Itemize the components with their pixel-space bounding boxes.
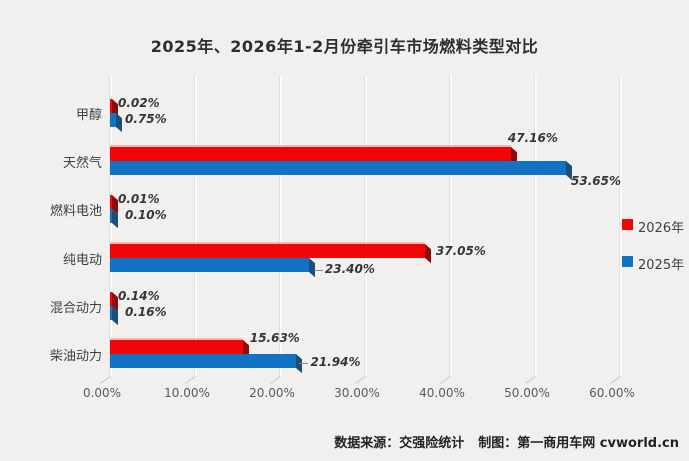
legend-label-2025: 2025年: [638, 258, 685, 273]
credit-text: 制图：第一商用车网 cvworld.cn: [478, 436, 679, 451]
x-tick-4: 40.00%: [419, 386, 465, 400]
gridline-foot-6: [610, 376, 621, 384]
x-tick-6: 60.00%: [589, 386, 635, 400]
value-label-2025-c1: 53.65%: [571, 174, 621, 188]
value-label-2025-c0: 0.75%: [125, 112, 167, 126]
x-tick-2: 20.00%: [249, 386, 295, 400]
value-label-2025-c5: 21.94%: [310, 355, 361, 369]
bar-2025-c0: [110, 113, 123, 133]
bar-2025-c4: [110, 306, 118, 326]
bar-cap-2025-c0: [116, 113, 123, 133]
category-label-3: 纯电动: [62, 253, 102, 268]
bar-2025-c2: [110, 209, 118, 229]
chart-title: 2025年、2026年1-2月份牵引车市场燃料类型对比: [150, 37, 539, 56]
legend-swatch-2026: [622, 219, 633, 230]
gridline-foot-0: [100, 376, 111, 384]
value-label-2025-c2: 0.10%: [125, 208, 167, 222]
gridline-4: [449, 75, 452, 376]
value-label-2026-c3: 37.05%: [435, 244, 486, 258]
gridline-6: [619, 75, 622, 376]
bar-2026-c0: [110, 99, 118, 119]
value-label-2026-c5: 15.63%: [249, 331, 300, 345]
gridline-foot-4: [440, 376, 451, 384]
gridline-0: [109, 75, 112, 376]
gridline-1: [194, 75, 197, 376]
category-label-1: 天然气: [62, 156, 102, 171]
gridline-5: [534, 75, 537, 376]
x-tick-3: 30.00%: [334, 386, 380, 400]
bar-2026-c3: [110, 242, 431, 264]
x-tick-5: 50.00%: [504, 386, 550, 400]
legend-label-2026: 2026年: [638, 221, 685, 236]
value-label-2025-c4: 0.16%: [125, 305, 167, 319]
gridline-foot-1: [185, 376, 196, 384]
bar-bevel: [110, 338, 243, 340]
gridline-2: [279, 75, 282, 376]
gridline-foot-5: [525, 376, 536, 384]
value-label-2025-c3: 23.40%: [324, 262, 375, 276]
bar-2025-c3: [110, 258, 315, 278]
value-label-2026-c4: 0.14%: [118, 289, 160, 303]
category-label-5: 柴油动力: [49, 349, 102, 364]
bar-2026-c4: [110, 292, 118, 312]
value-label-2026-c1: 47.16%: [507, 131, 558, 145]
bar-cap-2025-c3: [308, 258, 315, 278]
gridline-foot-2: [270, 376, 281, 384]
category-label-0: 甲醇: [75, 108, 102, 123]
gridline-foot-3: [355, 376, 366, 384]
bar-2025-c5: [110, 354, 303, 374]
bar-2026-c5: [110, 338, 249, 360]
legend-swatch-2025: [622, 256, 633, 267]
bar-bevel: [110, 145, 511, 147]
leader-line-2025-c3: [313, 270, 323, 271]
gridline-3: [364, 75, 367, 376]
bar-2026-c1: [110, 145, 517, 167]
bar-2026-c2: [110, 195, 118, 215]
bar-cap-2026-c3: [424, 244, 431, 264]
bar-2025-c1: [110, 161, 573, 181]
value-label-2026-c0: 0.02%: [118, 96, 160, 110]
x-tick-1: 10.00%: [164, 386, 210, 400]
bar-bevel: [110, 242, 425, 244]
footer: 数据来源：交强险统计 制图：第一商用车网 cvworld.cn: [320, 432, 679, 451]
leader-line-2025-c5: [299, 363, 309, 364]
category-label-4: 混合动力: [49, 301, 102, 316]
category-label-2: 燃料电池: [49, 204, 102, 219]
value-label-2026-c2: 0.01%: [118, 192, 160, 206]
data-source-text: 数据来源：交强险统计: [334, 436, 465, 451]
x-tick-0: 0.00%: [82, 386, 122, 400]
